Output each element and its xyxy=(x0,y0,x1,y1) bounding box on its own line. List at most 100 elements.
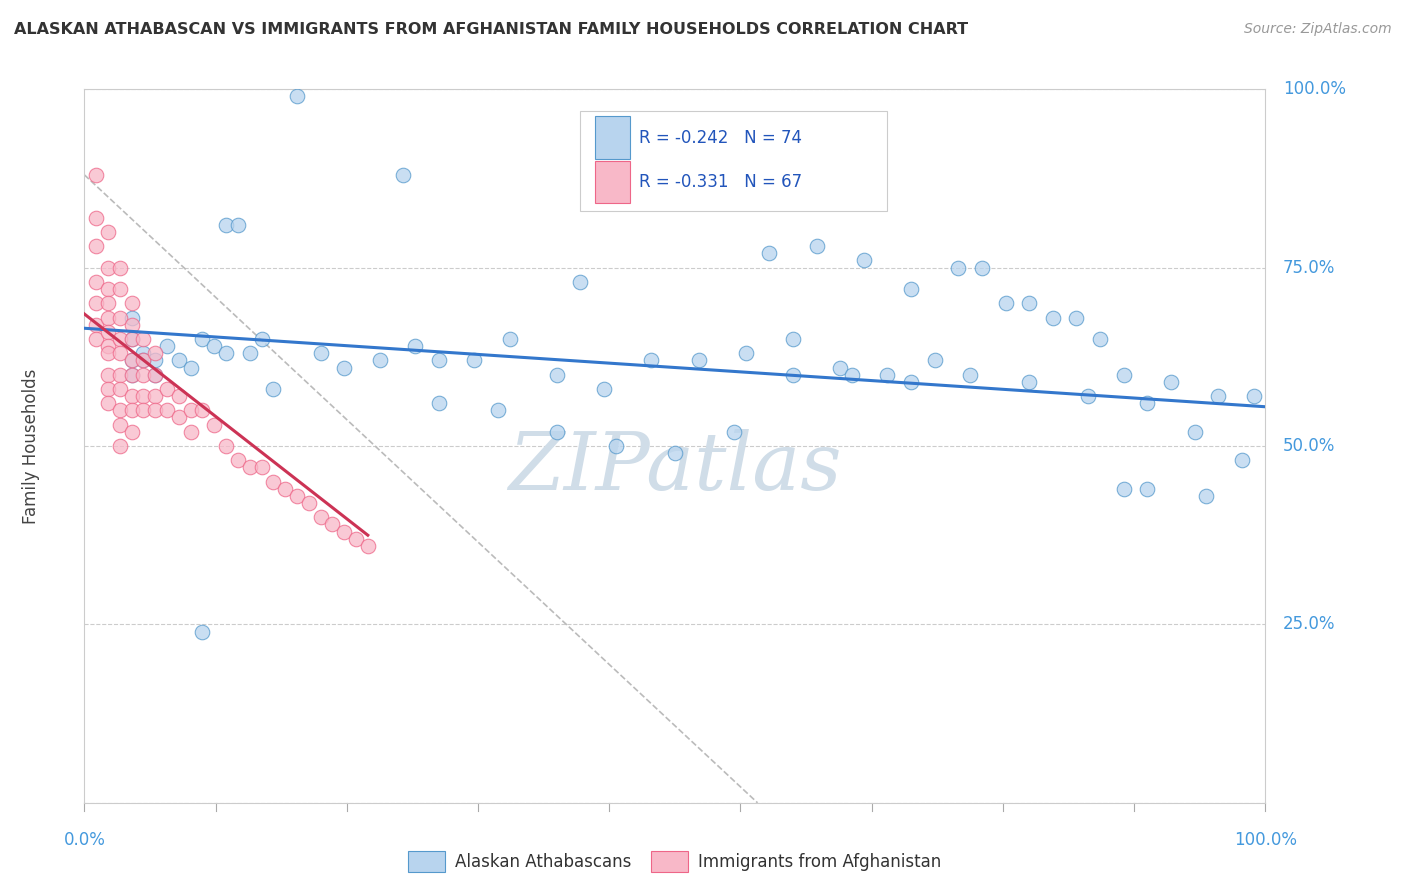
Point xyxy=(215,439,238,453)
Point xyxy=(309,510,332,524)
Point xyxy=(143,353,166,368)
Point xyxy=(368,353,391,368)
FancyBboxPatch shape xyxy=(595,161,630,203)
Text: 0.0%: 0.0% xyxy=(63,831,105,849)
Point xyxy=(664,446,686,460)
Point xyxy=(156,403,179,417)
Point xyxy=(640,353,662,368)
Point xyxy=(121,368,143,382)
Point xyxy=(239,460,262,475)
Point xyxy=(84,332,107,346)
Point xyxy=(121,403,143,417)
Point xyxy=(427,396,450,410)
Point xyxy=(1160,375,1182,389)
Point xyxy=(132,353,155,368)
Point xyxy=(250,332,273,346)
Point xyxy=(215,346,238,360)
Point xyxy=(108,439,131,453)
Point xyxy=(121,318,143,332)
Point xyxy=(108,346,131,360)
Point xyxy=(97,225,120,239)
Point xyxy=(97,260,120,275)
Point xyxy=(841,368,863,382)
Point xyxy=(830,360,852,375)
Point xyxy=(546,425,568,439)
Point xyxy=(852,253,875,268)
Point xyxy=(132,332,155,346)
Point xyxy=(782,332,804,346)
Point xyxy=(97,396,120,410)
Text: 75.0%: 75.0% xyxy=(1284,259,1336,277)
Point xyxy=(734,346,756,360)
Point xyxy=(84,239,107,253)
Point xyxy=(121,310,143,325)
Point xyxy=(121,296,143,310)
Text: 50.0%: 50.0% xyxy=(1284,437,1336,455)
Point xyxy=(121,368,143,382)
Text: Family Households: Family Households xyxy=(22,368,41,524)
Text: R = -0.331   N = 67: R = -0.331 N = 67 xyxy=(640,173,803,191)
Point xyxy=(121,332,143,346)
Point xyxy=(167,353,190,368)
Point xyxy=(593,382,616,396)
Point xyxy=(605,439,627,453)
Point xyxy=(191,624,214,639)
Point xyxy=(498,332,520,346)
Point xyxy=(121,353,143,368)
Text: Source: ZipAtlas.com: Source: ZipAtlas.com xyxy=(1244,22,1392,37)
Point xyxy=(97,310,120,325)
Point xyxy=(132,353,155,368)
Text: R = -0.242   N = 74: R = -0.242 N = 74 xyxy=(640,128,803,146)
Point xyxy=(132,346,155,360)
Point xyxy=(1088,332,1111,346)
Point xyxy=(239,346,262,360)
Point xyxy=(463,353,485,368)
Point xyxy=(84,296,107,310)
Point xyxy=(202,417,225,432)
Point xyxy=(546,368,568,382)
Point xyxy=(191,332,214,346)
Text: 25.0%: 25.0% xyxy=(1284,615,1336,633)
Point xyxy=(121,425,143,439)
Point xyxy=(1066,310,1088,325)
Point xyxy=(97,296,120,310)
Point xyxy=(344,532,367,546)
Point xyxy=(321,517,343,532)
Point xyxy=(84,275,107,289)
Point xyxy=(333,524,356,539)
Point xyxy=(1230,453,1253,467)
Point xyxy=(1206,389,1229,403)
Point xyxy=(427,353,450,368)
Text: 100.0%: 100.0% xyxy=(1284,80,1346,98)
Point xyxy=(285,489,308,503)
FancyBboxPatch shape xyxy=(581,111,887,211)
Point xyxy=(1112,368,1135,382)
Point xyxy=(97,382,120,396)
Point xyxy=(108,332,131,346)
Point xyxy=(167,410,190,425)
Point xyxy=(84,211,107,225)
Point xyxy=(97,368,120,382)
Point xyxy=(1042,310,1064,325)
Point xyxy=(392,168,415,182)
Point xyxy=(970,260,993,275)
Point xyxy=(1136,482,1159,496)
Point xyxy=(1243,389,1265,403)
Point xyxy=(876,368,898,382)
Point xyxy=(121,332,143,346)
Point xyxy=(121,389,143,403)
Point xyxy=(143,403,166,417)
Point xyxy=(1195,489,1218,503)
Point xyxy=(1136,396,1159,410)
Point xyxy=(108,417,131,432)
Point xyxy=(959,368,981,382)
Point xyxy=(357,539,380,553)
Point xyxy=(143,368,166,382)
Point xyxy=(108,260,131,275)
Point xyxy=(285,89,308,103)
Point xyxy=(202,339,225,353)
Point xyxy=(143,389,166,403)
Point xyxy=(900,375,922,389)
Point xyxy=(180,403,202,417)
Point xyxy=(404,339,426,353)
